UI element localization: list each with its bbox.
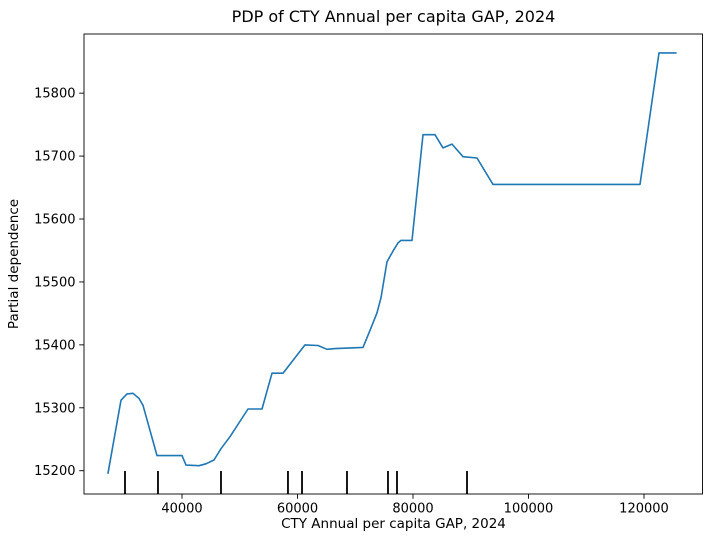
x-tick-label: 120000 xyxy=(619,502,669,517)
y-tick-label: 15600 xyxy=(34,213,75,228)
y-tick-label: 15800 xyxy=(34,87,75,102)
x-tick-label: 80000 xyxy=(392,502,433,517)
y-tick-label: 15500 xyxy=(34,275,75,290)
axes-box xyxy=(83,33,703,495)
y-tick-label: 15700 xyxy=(34,150,75,165)
x-tick-label: 100000 xyxy=(504,502,554,517)
x-tick-label: 40000 xyxy=(161,502,202,517)
chart-title: PDP of CTY Annual per capita GAP, 2024 xyxy=(231,7,556,26)
pdp-line xyxy=(107,52,677,475)
x-tick-label: 60000 xyxy=(277,502,318,517)
y-tick-label: 15200 xyxy=(34,464,75,479)
y-tick-label: 15300 xyxy=(34,401,75,416)
x-axis-label: CTY Annual per capita GAP, 2024 xyxy=(281,516,506,532)
y-tick-label: 15400 xyxy=(34,338,75,353)
